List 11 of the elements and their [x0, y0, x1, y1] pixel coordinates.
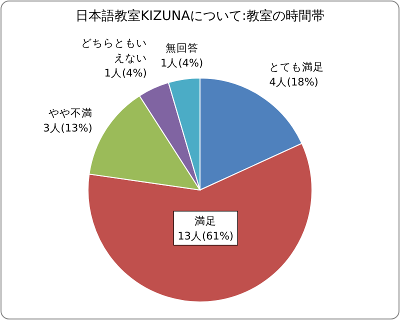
data-label: 3人(13%)	[43, 122, 92, 134]
data-label: 1人(4%)	[104, 67, 147, 80]
data-label: 13人(61%)	[178, 230, 234, 242]
slice-label: どちらともいえない	[80, 37, 147, 64]
slice-label: とても満足	[269, 60, 324, 74]
slice-label: やや不満	[48, 106, 92, 120]
slice-label: 無回答	[165, 42, 198, 54]
chart-title: 日本語教室KIZUNAについて:教室の時間帯	[76, 8, 324, 24]
data-label: 4人(18%)	[269, 76, 318, 88]
data-label: 1人(4%)	[160, 57, 204, 70]
slice-label: 満足	[194, 214, 217, 228]
